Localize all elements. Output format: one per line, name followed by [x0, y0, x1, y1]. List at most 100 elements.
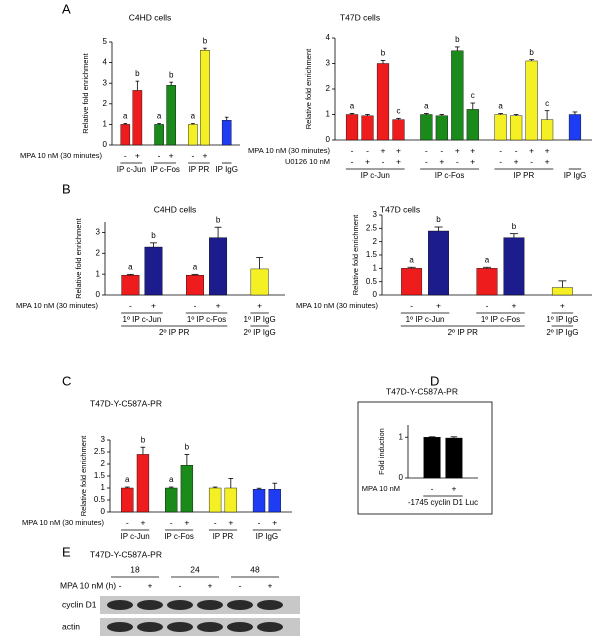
sign: + [511, 300, 516, 310]
bar [376, 63, 390, 141]
bar [541, 119, 554, 141]
significance-letter: b [436, 215, 441, 224]
bar [466, 109, 479, 141]
sign: - [499, 156, 502, 166]
row-label: U0126 10 nM [285, 157, 330, 166]
bar [451, 50, 464, 141]
significance-letter: a [123, 112, 128, 121]
sign: + [470, 145, 475, 155]
blot-band [257, 622, 283, 632]
y-tick-label: 4 [326, 33, 331, 42]
y-tick-label: 3 [373, 210, 378, 219]
row-label: MPA 10 nM (30 minutes) [248, 146, 330, 155]
sign: + [202, 150, 207, 160]
chart-title: C4HD cells [129, 12, 172, 22]
sign: - [410, 300, 413, 310]
y-tick-label: 2.5 [94, 447, 106, 456]
y-tick-label: 4 [103, 58, 108, 67]
bar [165, 487, 178, 513]
bar [525, 60, 538, 141]
y-tick-label: 3 [101, 435, 106, 444]
significance-letter: b [135, 69, 140, 78]
bar [268, 489, 281, 513]
sign: + [436, 300, 441, 310]
blot-title: T47D-Y-C587A-PR [90, 549, 162, 559]
group-label: IP IgG [215, 165, 238, 174]
bar [445, 437, 463, 479]
group-label: 1º IP IgG [244, 315, 276, 324]
time-label: 24 [190, 564, 200, 574]
sign: - [129, 300, 132, 310]
group-label: 1º IP c-Jun [123, 315, 162, 324]
y-tick-label: 5 [103, 37, 108, 46]
row-label: MPA 10 nM (30 minutes) [20, 151, 102, 160]
bar [435, 115, 448, 141]
sign: + [151, 300, 156, 310]
sign: + [560, 300, 565, 310]
bar [476, 268, 498, 296]
bar [209, 237, 228, 296]
significance-letter: a [409, 255, 414, 264]
blot-band [107, 600, 133, 610]
y-tick-label: 0 [326, 135, 331, 144]
sign: + [169, 150, 174, 160]
blot-band [137, 622, 163, 632]
y-tick-label: 2 [326, 84, 331, 93]
bar [120, 124, 131, 146]
row-label: MPA 10 nM [362, 484, 400, 493]
time-label: 48 [250, 564, 260, 574]
bar [250, 268, 269, 296]
sign: - [425, 156, 428, 166]
sign: - [499, 145, 502, 155]
sign: - [214, 517, 217, 527]
group-label: IP IgG [256, 532, 279, 541]
group-label: IP PR [514, 171, 535, 180]
bar [188, 124, 198, 146]
bar [132, 90, 143, 146]
significance-letter: b [151, 231, 156, 240]
significance-letter: a [350, 102, 355, 111]
sign: - [124, 150, 127, 160]
sign: + [135, 150, 140, 160]
chart-title: T47D cells [380, 204, 420, 214]
significance-letter: c [396, 106, 400, 115]
blot-band [227, 622, 253, 632]
section-label: 2º IP IgG [546, 328, 578, 337]
bar [503, 237, 525, 296]
panel-label: B [62, 181, 71, 196]
sign: - [351, 145, 354, 155]
bar [186, 274, 204, 296]
bar [224, 487, 237, 513]
bar [154, 124, 164, 146]
y-tick-label: 2.5 [366, 223, 378, 232]
bar [551, 287, 573, 296]
significance-letter: a [169, 475, 174, 484]
blot-band [227, 600, 253, 610]
group-label: IP c-Jun [121, 532, 150, 541]
band-label: cyclin D1 [62, 599, 97, 609]
bar [144, 246, 163, 296]
sign: + [529, 145, 534, 155]
group-label: IP c-Fos [435, 171, 465, 180]
y-tick-label: 2 [103, 99, 108, 108]
panel-label: C [62, 373, 71, 388]
sign: + [216, 300, 221, 310]
blot-band [197, 622, 223, 632]
sign: + [545, 156, 550, 166]
section-label: 2º IP PR [448, 328, 479, 337]
y-axis-label: Relative fold enrichment [304, 48, 313, 129]
significance-letter: b [141, 435, 146, 444]
blot-band [197, 600, 223, 610]
bar [252, 489, 266, 513]
y-tick-label: 1 [373, 263, 378, 272]
significance-letter: b [381, 49, 386, 58]
y-tick-label: 2 [373, 237, 378, 246]
y-tick-label: 0.5 [94, 495, 106, 504]
sign: + [228, 517, 233, 527]
y-tick-label: 1.5 [94, 471, 106, 480]
sign: - [456, 156, 459, 166]
sign: + [148, 580, 153, 590]
significance-letter: b [185, 443, 190, 452]
